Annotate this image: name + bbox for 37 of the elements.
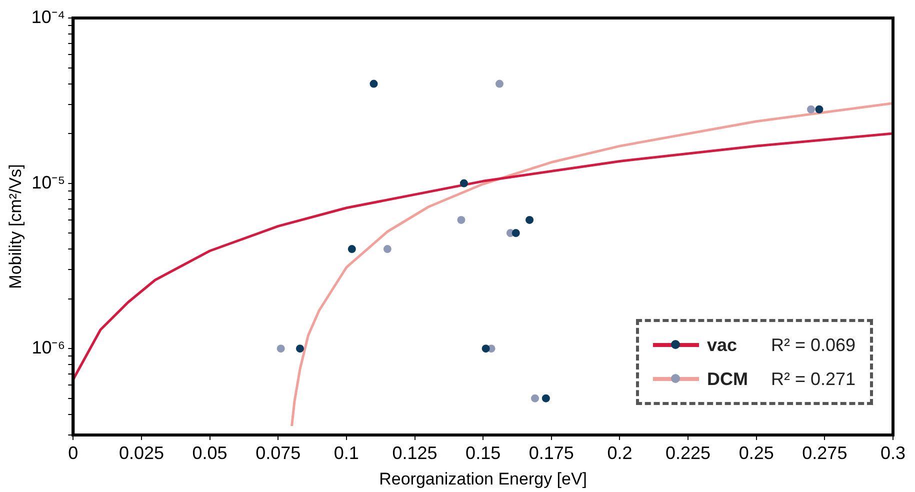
x-axis-title: Reorganization Energy [eV] xyxy=(379,469,588,488)
x-tick-label: 0.3 xyxy=(880,442,906,463)
y-tick-label: 10⁻⁵ xyxy=(32,172,66,192)
x-tick-label: 0.25 xyxy=(738,442,774,463)
x-tick-label: 0.125 xyxy=(392,442,438,463)
annotation: R² = 0.271 xyxy=(771,368,856,390)
point xyxy=(482,344,490,353)
legend-label: DCM xyxy=(707,368,749,390)
y-axis-title: Mobility [cm²/Vs] xyxy=(6,164,25,289)
x-tick-label: 0 xyxy=(68,442,78,463)
x-tick-label: 0.05 xyxy=(192,442,228,463)
point xyxy=(526,216,534,224)
point xyxy=(296,344,304,353)
x-tick-label: 0.15 xyxy=(466,442,501,463)
x-tick-label: 0.075 xyxy=(256,442,301,463)
point xyxy=(276,344,285,353)
y-tick-label: 10⁻⁶ xyxy=(32,338,66,358)
point xyxy=(457,216,466,224)
x-tick-label: 0.225 xyxy=(666,442,711,463)
point xyxy=(807,105,816,114)
point xyxy=(460,179,468,188)
point xyxy=(512,229,520,238)
point xyxy=(531,394,539,402)
x-tick-label: 0.1 xyxy=(334,442,359,463)
x-tick-label: 0.025 xyxy=(118,442,164,463)
point xyxy=(542,394,550,402)
point xyxy=(815,105,824,114)
point xyxy=(370,80,378,88)
x-tick-label: 0.275 xyxy=(802,442,848,463)
legend-label: vac xyxy=(707,334,738,356)
annotation: R² = 0.069 xyxy=(771,334,856,356)
point xyxy=(348,245,356,254)
x-tick-label: 0.175 xyxy=(528,442,574,463)
point xyxy=(495,80,504,88)
y-tick-label: 10⁻⁴ xyxy=(31,6,66,27)
x-tick-label: 0.2 xyxy=(607,442,632,463)
point xyxy=(383,245,392,254)
